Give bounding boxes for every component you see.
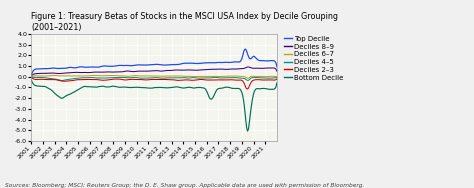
Text: Figure 1: Treasury Betas of Stocks in the MSCI USA Index by Decile Grouping
(200: Figure 1: Treasury Betas of Stocks in th…: [31, 12, 338, 32]
Top Decile: [243, 48, 248, 50]
Deciles 4–5: [59, 79, 64, 82]
Deciles 2–3: [274, 78, 280, 80]
Deciles 2–3: [28, 76, 34, 79]
Deciles 8–9: [246, 66, 251, 68]
Line: Deciles 2–3: Deciles 2–3: [31, 77, 277, 89]
Bottom Decile: [269, 88, 275, 90]
Line: Deciles 6–7: Deciles 6–7: [31, 75, 277, 78]
Deciles 4–5: [103, 77, 109, 79]
Top Decile: [185, 62, 191, 64]
Line: Deciles 4–5: Deciles 4–5: [31, 77, 277, 80]
Legend: Top Decile, Deciles 8–9, Deciles 6–7, Deciles 4–5, Deciles 2–3, Bottom Decile: Top Decile, Deciles 8–9, Deciles 6–7, De…: [283, 35, 344, 81]
Bottom Decile: [102, 86, 108, 88]
Deciles 6–7: [91, 74, 97, 77]
Deciles 2–3: [102, 79, 108, 81]
Bottom Decile: [201, 87, 206, 89]
Line: Top Decile: Top Decile: [31, 49, 277, 74]
Deciles 6–7: [33, 75, 39, 77]
Deciles 2–3: [201, 79, 206, 81]
Deciles 2–3: [185, 79, 191, 81]
Bottom Decile: [28, 79, 34, 81]
Deciles 6–7: [224, 75, 230, 77]
Deciles 8–9: [33, 72, 39, 75]
Top Decile: [28, 73, 34, 75]
Deciles 4–5: [224, 77, 230, 79]
Deciles 8–9: [201, 69, 206, 71]
Deciles 4–5: [201, 77, 207, 79]
Deciles 2–3: [245, 88, 250, 90]
Top Decile: [102, 65, 108, 67]
Deciles 4–5: [269, 77, 275, 79]
Bottom Decile: [185, 86, 191, 89]
Deciles 6–7: [186, 75, 191, 77]
Deciles 2–3: [33, 78, 39, 81]
Bottom Decile: [33, 85, 39, 87]
Deciles 6–7: [245, 77, 250, 79]
Top Decile: [201, 62, 206, 64]
Deciles 8–9: [185, 69, 191, 71]
Deciles 8–9: [269, 67, 275, 69]
Top Decile: [269, 59, 275, 62]
Deciles 4–5: [186, 77, 191, 79]
Top Decile: [33, 68, 39, 70]
Deciles 6–7: [201, 75, 207, 77]
Bottom Decile: [223, 86, 229, 88]
Top Decile: [223, 61, 229, 63]
Bottom Decile: [274, 82, 280, 84]
Line: Deciles 8–9: Deciles 8–9: [31, 67, 277, 76]
Deciles 8–9: [102, 71, 108, 73]
Deciles 6–7: [270, 75, 276, 77]
Deciles 4–5: [33, 76, 39, 79]
Deciles 8–9: [28, 75, 34, 77]
Deciles 4–5: [274, 76, 280, 79]
Bottom Decile: [245, 130, 250, 132]
Text: Sources: Bloomberg; MSCI; Reuters Group; the D. E. Shaw group. Applicable data a: Sources: Bloomberg; MSCI; Reuters Group;…: [5, 183, 364, 188]
Deciles 6–7: [103, 75, 109, 77]
Deciles 4–5: [28, 76, 34, 78]
Deciles 2–3: [223, 79, 229, 81]
Deciles 8–9: [223, 68, 229, 70]
Deciles 2–3: [269, 79, 275, 81]
Deciles 8–9: [274, 70, 280, 72]
Line: Bottom Decile: Bottom Decile: [31, 80, 277, 131]
Deciles 6–7: [274, 75, 280, 78]
Top Decile: [274, 66, 280, 68]
Deciles 6–7: [28, 75, 34, 78]
